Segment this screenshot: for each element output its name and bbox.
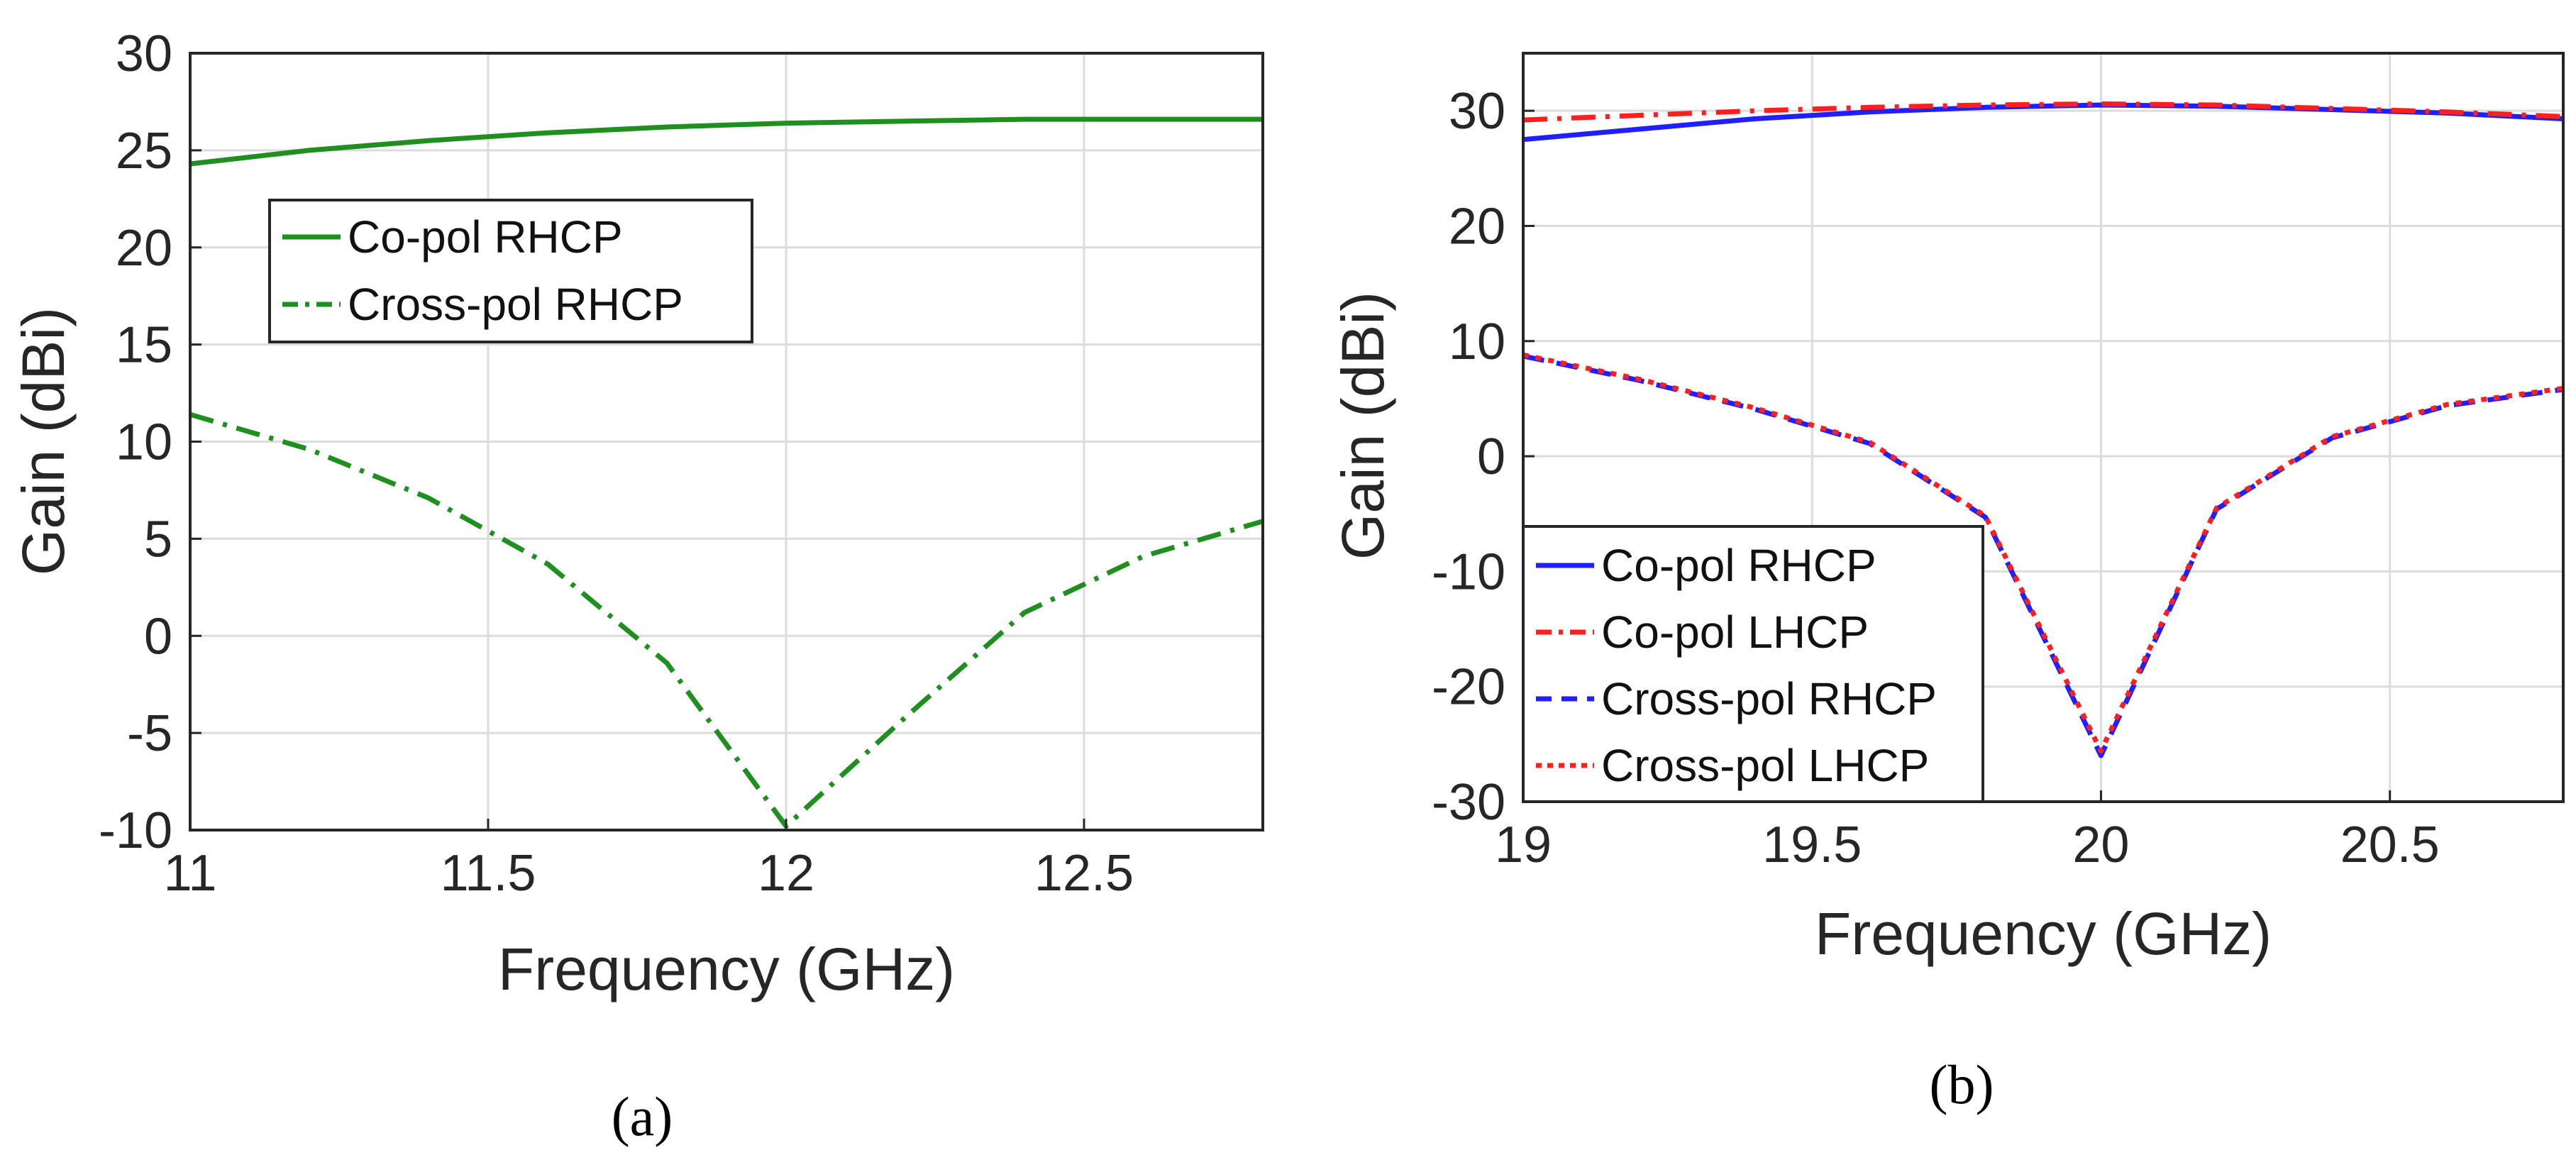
chart-a-ytick-label: 30: [116, 26, 172, 82]
chart-a-ytick-label: -5: [127, 705, 172, 762]
chart-a-ytick-label: 5: [144, 511, 172, 568]
chart-a-xtick-label: 11: [164, 845, 217, 902]
chart-a-xtick-label: 12.5: [1034, 845, 1134, 902]
chart-a-xtick-label: 11.5: [441, 845, 536, 902]
chart-b-ytick-label: 30: [1449, 83, 1505, 140]
chart-b-legend-label: Cross-pol RHCP: [1601, 673, 1937, 724]
chart-a-ytick-label: 25: [116, 123, 172, 179]
chart-b-xtick-label: 19.5: [1762, 817, 1862, 873]
chart-b-xlabel: Frequency (GHz): [1815, 900, 2272, 967]
chart-b-ytick-label: 10: [1449, 314, 1505, 370]
chart-b-legend-label: Co-pol LHCP: [1601, 607, 1869, 658]
chart-b-legend-label: Co-pol RHCP: [1601, 540, 1876, 591]
chart-a-ytick-label: -10: [99, 802, 172, 859]
chart-b-caption: (b): [1930, 1054, 1994, 1115]
chart-b-ytick-label: -10: [1432, 543, 1505, 600]
chart-a: 11 11.5 12 12.5 -10 -5 0 5 10 15 20 25 30 Frequency …: [10, 26, 1264, 1147]
chart-a-ytick-label: 15: [116, 317, 172, 374]
chart-a-legend-box: [268, 199, 753, 343]
chart-a-legend-label: Cross-pol RHCP: [348, 279, 683, 330]
chart-b-series-4-line: [1522, 352, 2564, 754]
chart-b-legend-label: Cross-pol LHCP: [1601, 740, 1929, 791]
chart-b-xtick-label: 19: [1495, 817, 1552, 873]
chart-a-series-2-line: [189, 411, 1264, 829]
chart-b-ylabel: Gain (dBi): [1330, 292, 1396, 560]
chart-b-ytick-label: 20: [1449, 198, 1505, 255]
chart-a-caption: (a): [612, 1085, 673, 1147]
chart-b-axes-frame: [1522, 52, 2565, 803]
chart-a-series-1-line: [189, 116, 1263, 167]
chart-b-ytick-label: -20: [1432, 659, 1505, 716]
chart-b-legend-box: [1522, 525, 1984, 803]
chart-a-xlabel: Frequency (GHz): [498, 936, 955, 1002]
chart-b-ytick-label: -30: [1432, 774, 1505, 831]
chart-a-ytick-label: 10: [116, 414, 172, 471]
chart-a-xtick-label: 12: [758, 845, 814, 902]
chart-b-xtick-label: 20: [2072, 817, 2129, 873]
chart-a-legend-label: Co-pol RHCP: [348, 211, 623, 262]
chart-a-ytick-label: 20: [116, 220, 172, 277]
chart-b: 19 19.5 20 20.5 -30 -20 -10 0 10 20 30 Frequency (…: [1330, 52, 2565, 1115]
chart-a-ylabel: Gain (dBi): [10, 307, 77, 575]
chart-b-ytick-label: 0: [1477, 429, 1505, 485]
chart-a-ytick-label: 0: [144, 608, 172, 665]
chart-b-series-2-line: [1522, 101, 2564, 123]
chart-b-xtick-label: 20.5: [2340, 817, 2440, 873]
